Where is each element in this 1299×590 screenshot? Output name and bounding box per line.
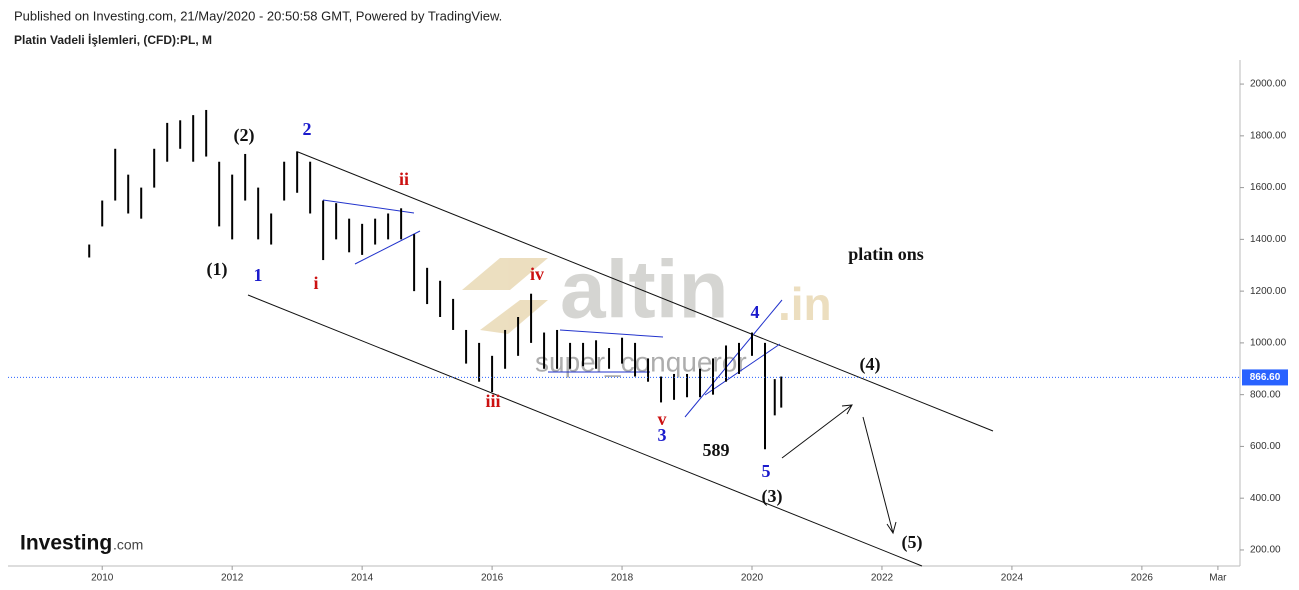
- last-price-box: [1242, 369, 1288, 386]
- channel-lower: [247, 294, 923, 567]
- y-tick-label: 1600.00: [1250, 182, 1287, 193]
- x-tick-label: Mar: [1209, 573, 1227, 584]
- wave-label: (1): [207, 259, 228, 280]
- watermark: altin .in: [462, 245, 832, 336]
- trendline: [684, 299, 783, 418]
- drawings: [247, 151, 994, 567]
- y-tick-label: 1200.00: [1250, 286, 1287, 297]
- x-tick-label: 2020: [741, 573, 764, 584]
- wave-label: (3): [762, 486, 783, 507]
- y-tick-label: 1800.00: [1250, 130, 1287, 141]
- watermark-icon: [462, 258, 548, 334]
- watermark-suffix: .in: [778, 278, 832, 330]
- y-tick-label: 1000.00: [1250, 338, 1287, 349]
- wave-label: (5): [902, 532, 923, 553]
- logo-name: Investing: [20, 532, 112, 555]
- trendline: [559, 329, 664, 338]
- symbol-title: Platin Vadeli İşlemleri, (CFD):PL, M: [14, 32, 212, 47]
- wave-label: i: [313, 273, 318, 293]
- wave-label: 589: [703, 440, 730, 460]
- trendline: [354, 230, 421, 265]
- x-tick-label: 2024: [1001, 573, 1024, 584]
- arrow: [781, 404, 853, 459]
- y-tick-label: 200.00: [1250, 545, 1281, 556]
- x-tick-label: 2016: [481, 573, 504, 584]
- wave-label: ii: [399, 169, 409, 189]
- y-tick-label: 600.00: [1250, 441, 1281, 452]
- x-tick-label: 2026: [1131, 573, 1154, 584]
- watermark-brand: altin: [560, 245, 729, 336]
- logo: Investing .com: [20, 532, 143, 555]
- wave-label: 1: [254, 265, 263, 285]
- wave-label: 4: [751, 302, 760, 322]
- x-tick-label: 2018: [611, 573, 634, 584]
- wave-label: 2: [303, 119, 312, 139]
- wave-label: (2): [234, 125, 255, 146]
- wave-label: (4): [860, 354, 881, 375]
- trendline: [322, 199, 415, 214]
- x-tick-label: 2022: [871, 573, 894, 584]
- channel-upper: [297, 151, 994, 432]
- wave-label: iii: [485, 391, 500, 411]
- x-tick-label: 2010: [91, 573, 114, 584]
- arrow: [862, 416, 897, 535]
- last-price-label: 866.60: [1250, 372, 1281, 383]
- wave-label: platin ons: [848, 244, 924, 264]
- trendline: [704, 343, 781, 396]
- published-note: Published on Investing.com, 21/May/2020 …: [14, 8, 502, 23]
- wave-label: v: [658, 409, 667, 429]
- y-tick-label: 400.00: [1250, 493, 1281, 504]
- wave-label: 5: [762, 461, 771, 481]
- author-watermark: super_conqueror: [535, 346, 747, 377]
- wave-label: iv: [530, 264, 544, 284]
- y-tick-label: 1400.00: [1250, 234, 1287, 245]
- wave-label: 3: [658, 425, 667, 445]
- y-tick-label: 800.00: [1250, 389, 1281, 400]
- x-tick-label: 2014: [351, 573, 374, 584]
- y-tick-label: 2000.00: [1250, 79, 1287, 90]
- x-tick-label: 2012: [221, 573, 244, 584]
- logo-suffix: .com: [113, 537, 143, 553]
